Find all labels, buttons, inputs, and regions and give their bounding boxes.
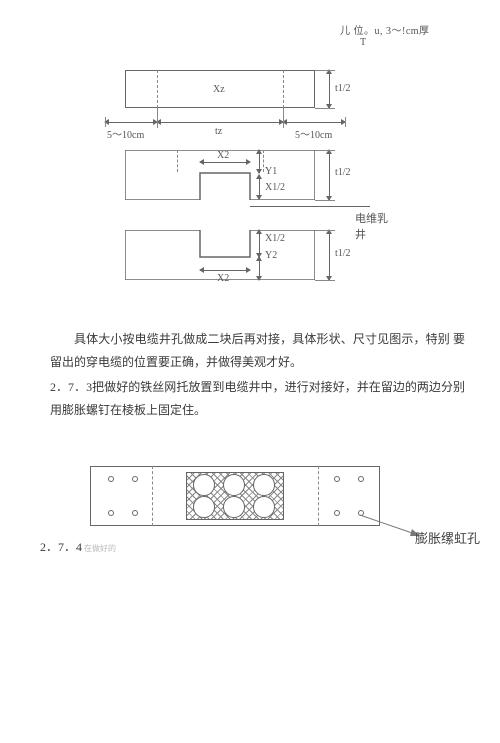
d1-b1-hlabel: t1/2 bbox=[335, 83, 351, 94]
d2-dot-l2 bbox=[132, 476, 138, 482]
d1-b1-vline-left bbox=[157, 70, 158, 108]
section-2-7-3: 2．7．3把做好的铁丝网托放置到电缆井中，进行对接好，并在留边的两边分别 用膨胀… bbox=[50, 376, 465, 422]
diagram-1: Xz t1/2 5～10cm tz 5～10cm X2 Y1 X1/2 t1/2 bbox=[105, 70, 395, 310]
d1-b2-hb bbox=[315, 200, 335, 201]
d2-vl bbox=[152, 466, 153, 526]
section-2-7-4-tiny: 在做好的 bbox=[84, 544, 116, 553]
d2-dot-r1 bbox=[334, 476, 340, 482]
d2-dot-l1 bbox=[108, 476, 114, 482]
d1-b1-vline-right bbox=[283, 70, 284, 108]
section-2-7-4-num: 2．7．4 bbox=[40, 540, 82, 554]
d1-b2-vr bbox=[263, 150, 264, 172]
d2-dot-l4 bbox=[132, 510, 138, 516]
d1-b3-xlabel: X2 bbox=[217, 273, 229, 284]
d1-b1-dim-tick2 bbox=[283, 108, 284, 128]
paragraph-1: 具体大小按电缆井孔做成二块后再对接，具体形状、尺寸见图示，特别 要留出的穿电缆的… bbox=[50, 328, 465, 374]
d2-circ-5 bbox=[223, 496, 245, 518]
d1-b2-callout-line bbox=[250, 206, 370, 207]
d1-b1-xlabel: Xz bbox=[213, 84, 225, 95]
d1-b1-mr: 5～10cm bbox=[295, 126, 332, 141]
d1-b2-ylabel: Y1 bbox=[265, 166, 277, 177]
d1-b3-hlabel: t1/2 bbox=[335, 248, 351, 259]
d1-b1-dim-tick0 bbox=[105, 117, 106, 127]
d2-circ-2 bbox=[223, 474, 245, 496]
d1-b2-xlabel: X2 bbox=[217, 150, 229, 161]
d1-b3-hb bbox=[315, 280, 335, 281]
d1-b3-ht bbox=[315, 230, 335, 231]
d2-circ-6 bbox=[253, 496, 275, 518]
d1-b2-callout: 电维乳井 bbox=[355, 210, 395, 242]
d2-circ-3 bbox=[253, 474, 275, 496]
paragraph-1-text: 具体大小按电缆井孔做成二块后再对接，具体形状、尺寸见图示，特别 要留出的穿电缆的… bbox=[50, 332, 465, 369]
d2-vr bbox=[318, 466, 319, 526]
d1-b1-dim-tick3 bbox=[345, 117, 346, 127]
d1-b1-mt: tz bbox=[215, 126, 222, 137]
d1-b1-dim-tick1 bbox=[157, 108, 158, 128]
d1-b1-hb bbox=[315, 108, 335, 109]
d2-label: 膨胀缧虹孔 bbox=[415, 528, 480, 547]
d2-dot-r3 bbox=[334, 510, 340, 516]
d2-dot-l3 bbox=[108, 510, 114, 516]
d2-circ-4 bbox=[193, 496, 215, 518]
d2-circ-1 bbox=[193, 474, 215, 496]
diagram-2 bbox=[90, 454, 390, 549]
section-2-7-3-text: 2．7．3把做好的铁丝网托放置到电缆井中，进行对接好，并在留边的两边分别 用膨胀… bbox=[50, 380, 465, 417]
top-note: 儿 位。u, 3～!cm厚 T bbox=[340, 22, 430, 48]
top-note-line2: T bbox=[360, 37, 430, 48]
d1-b2-vl bbox=[177, 150, 178, 172]
top-note-line1: 儿 位。u, 3～!cm厚 bbox=[340, 22, 430, 37]
d1-b2-xhlabel: X1/2 bbox=[265, 182, 285, 193]
d2-dot-r2 bbox=[358, 476, 364, 482]
d1-b1-ml: 5～10cm bbox=[107, 126, 144, 141]
section-2-7-4: 2．7．4在做好的 bbox=[40, 538, 116, 555]
d1-b3-xhlabel: X1/2 bbox=[265, 233, 285, 244]
d1-b2-ht bbox=[315, 150, 335, 151]
d1-b1-ht bbox=[315, 70, 335, 71]
d1-b3-ylabel: Y2 bbox=[265, 250, 277, 261]
d1-b2-hlabel: t1/2 bbox=[335, 167, 351, 178]
